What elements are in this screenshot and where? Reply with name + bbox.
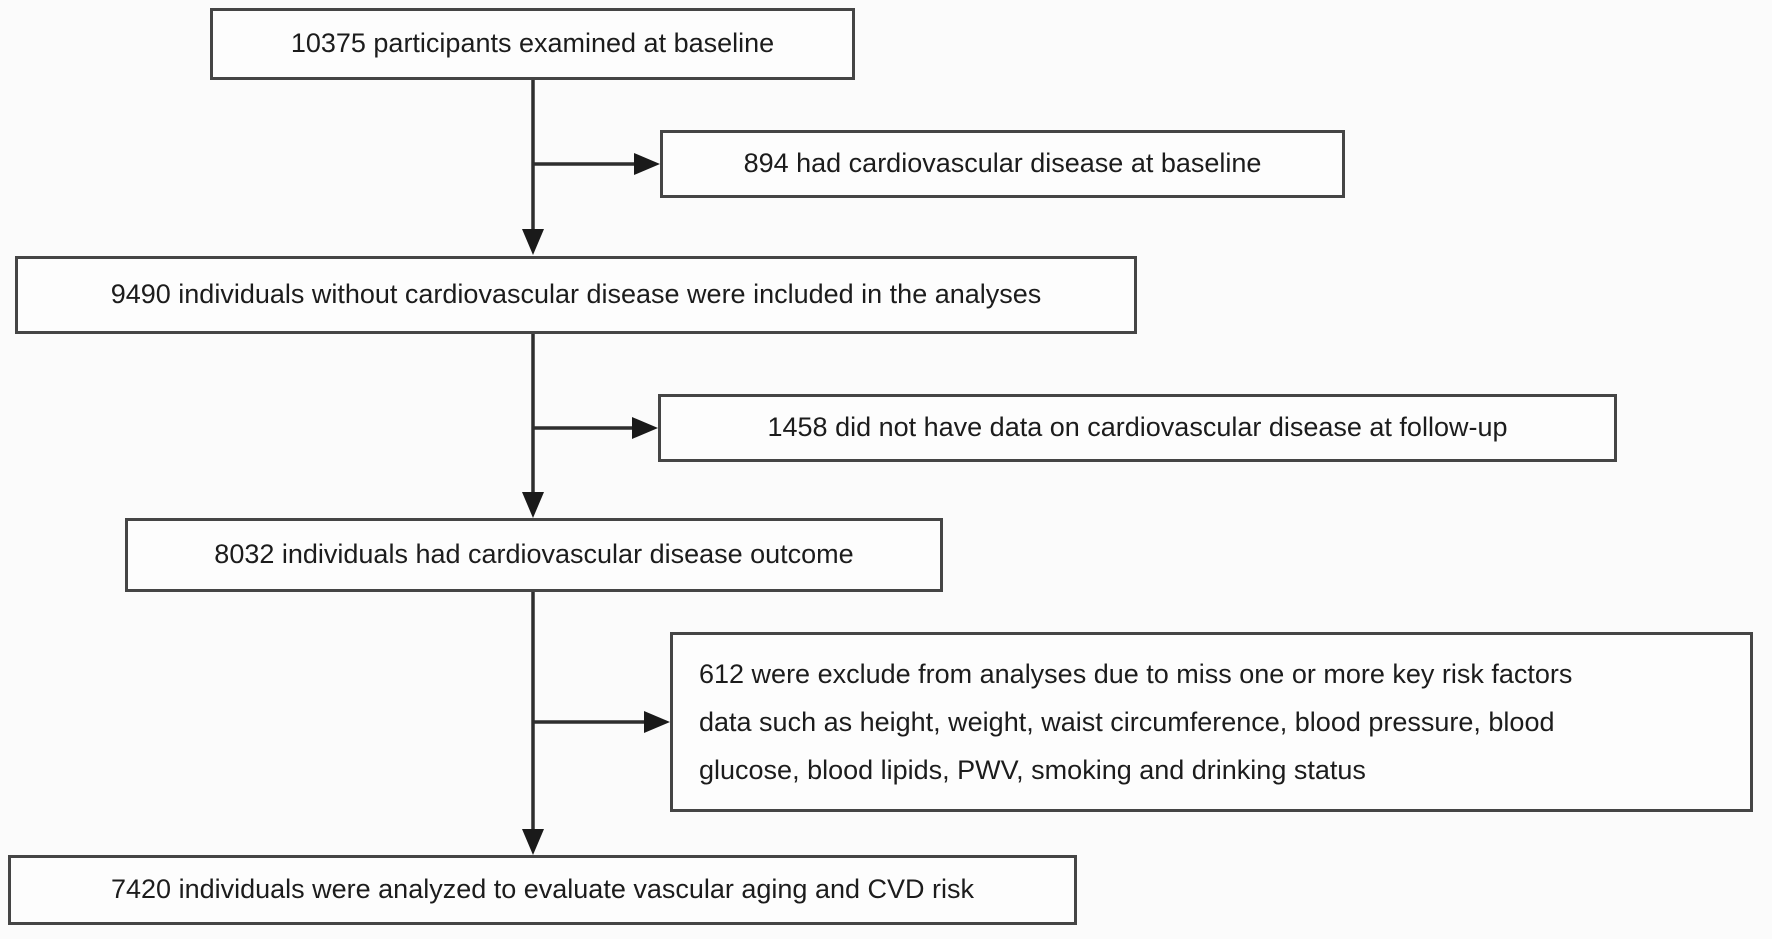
flow-box-cvd-outcome: 8032 individuals had cardiovascular dise… <box>125 518 943 592</box>
arrow-down-baseline-to-included <box>522 80 544 255</box>
flow-box-final-analyzed: 7420 individuals were analyzed to evalua… <box>8 855 1077 925</box>
flow-box-baseline-examined: 10375 participants examined at baseline <box>210 8 855 80</box>
arrow-down-included-to-outcome <box>522 334 544 518</box>
arrow-right-to-missing-data <box>533 711 670 733</box>
flow-box-excluded-missing-risk-factors: 612 were exclude from analyses due to mi… <box>670 632 1753 812</box>
flow-box-included-in-analyses: 9490 individuals without cardiovascular … <box>15 256 1137 334</box>
flow-box-missing-data-line-3: glucose, blood lipids, PWV, smoking and … <box>699 755 1366 785</box>
flow-box-no-followup-text: 1458 did not have data on cardiovascular… <box>767 412 1508 443</box>
arrow-down-outcome-to-analyzed <box>522 592 544 855</box>
flow-box-baseline-text: 10375 participants examined at baseline <box>290 28 775 59</box>
flow-box-included-text: 9490 individuals without cardiovascular … <box>110 279 1042 310</box>
flow-box-cvd-at-baseline-text: 894 had cardiovascular disease at baseli… <box>743 148 1262 179</box>
flow-box-excluded-no-followup-data: 1458 did not have data on cardiovascular… <box>658 394 1617 462</box>
flow-box-excluded-cvd-at-baseline: 894 had cardiovascular disease at baseli… <box>660 130 1345 198</box>
arrow-right-to-cvd-at-baseline <box>533 153 660 175</box>
flow-box-missing-data-line-2: data such as height, weight, waist circu… <box>699 707 1555 737</box>
arrow-right-to-no-followup <box>533 417 658 439</box>
flow-box-missing-data-line-1: 612 were exclude from analyses due to mi… <box>699 659 1573 689</box>
flow-box-analyzed-text: 7420 individuals were analyzed to evalua… <box>111 874 974 905</box>
flow-box-outcome-text: 8032 individuals had cardiovascular dise… <box>214 539 854 570</box>
